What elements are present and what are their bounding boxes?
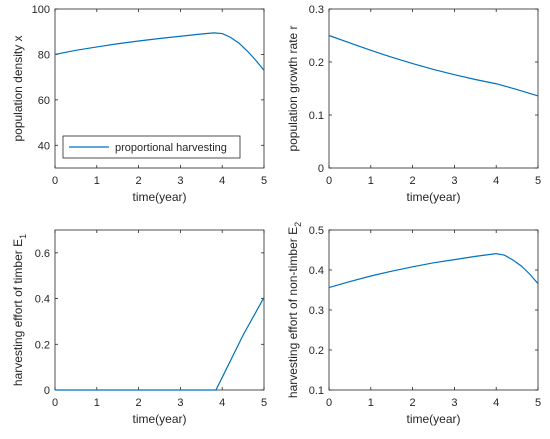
y-tick-label: 80 — [38, 49, 50, 61]
x-axis-label: time(year) — [132, 412, 186, 426]
x-tick-label: 2 — [410, 175, 416, 187]
y-axis-label: harvesting effort of timber E1 — [11, 234, 28, 386]
y-axis-label-main: harvesting effort of timber E — [11, 239, 25, 386]
series-line-1 — [328, 34, 539, 97]
x-tick-label: 4 — [219, 175, 225, 187]
x-tick-label: 3 — [451, 175, 457, 187]
x-tick-label: 5 — [535, 175, 541, 187]
x-tick-label: 2 — [136, 397, 142, 409]
y-tick-label: 0.1 — [309, 385, 324, 397]
x-tick-label: 0 — [52, 175, 58, 187]
x-tick-label: 5 — [535, 397, 541, 409]
chart-panel-2: 0 1 2 3 4 5 0 0.1 0.2 0.3 time(year) population gro… — [286, 4, 541, 204]
x-axis-label: time(year) — [406, 412, 460, 426]
x-tick-label: 2 — [136, 175, 142, 187]
chart-panel-1: 0 1 2 3 4 5 40 60 80 100 time(year) population dens… — [11, 4, 267, 204]
x-tick-label: 5 — [261, 175, 267, 187]
y-tick-label: 0 — [44, 385, 50, 397]
x-tick-label: 4 — [219, 397, 225, 409]
x-tick-label: 1 — [368, 175, 374, 187]
y-axis-label: population density x — [11, 35, 25, 141]
x-tick-label: 1 — [94, 175, 100, 187]
chart-panel-4: 0 1 2 3 4 5 0.1 0.2 0.3 0.4 0.5 time(year) harvestin… — [286, 222, 541, 426]
x-tick-label: 0 — [52, 397, 58, 409]
x-axis-label: time(year) — [406, 190, 460, 204]
plot-area — [54, 229, 265, 391]
x-tick-label: 5 — [261, 397, 267, 409]
x-tick-label: 4 — [493, 175, 499, 187]
x-tick-label: 3 — [177, 397, 183, 409]
legend: proportional harvesting — [62, 135, 241, 159]
y-tick-label: 60 — [38, 95, 50, 107]
y-tick-label: 0.1 — [309, 110, 324, 122]
y-tick-label: 0.5 — [309, 225, 324, 237]
series-line-1 — [328, 252, 539, 289]
x-tick-label: 2 — [410, 397, 416, 409]
y-axis-label-main: harvesting effort of non-timber E — [286, 227, 300, 398]
plot-area — [328, 8, 539, 169]
series-line-1 — [54, 32, 265, 71]
y-axis-label-subscript: 2 — [293, 222, 303, 227]
y-tick-label: 0.4 — [309, 265, 324, 277]
x-tick-label: 0 — [326, 397, 332, 409]
plot-area — [328, 229, 539, 391]
y-axis-label: population growth rate r — [286, 25, 300, 151]
y-tick-label: 0.3 — [309, 305, 324, 317]
x-tick-label: 3 — [451, 397, 457, 409]
x-axis-label: time(year) — [132, 190, 186, 204]
y-axis-label: harvesting effort of non-timber E2 — [286, 222, 303, 398]
y-tick-label: 0.2 — [35, 339, 50, 351]
legend-entry-label: proportional harvesting — [115, 142, 227, 154]
y-tick-label: 40 — [38, 140, 50, 152]
y-tick-label: 0 — [318, 163, 324, 175]
y-tick-label: 100 — [32, 4, 50, 16]
x-tick-label: 0 — [326, 175, 332, 187]
y-tick-label: 0.3 — [309, 4, 324, 16]
x-tick-label: 4 — [493, 397, 499, 409]
y-tick-label: 0.6 — [35, 248, 50, 260]
y-tick-label: 0.2 — [309, 57, 324, 69]
x-tick-label: 3 — [177, 175, 183, 187]
legend-box — [62, 135, 241, 159]
chart-panel-3: 0 1 2 3 4 5 0 0.2 0.4 0.6 time(year) harvesting eff… — [11, 229, 267, 426]
series-line-1 — [55, 297, 265, 391]
x-tick-label: 1 — [94, 397, 100, 409]
y-axis-label-subscript: 1 — [18, 234, 28, 239]
x-tick-label: 1 — [368, 397, 374, 409]
y-tick-label: 0.4 — [35, 294, 50, 306]
y-tick-label: 0.2 — [309, 345, 324, 357]
